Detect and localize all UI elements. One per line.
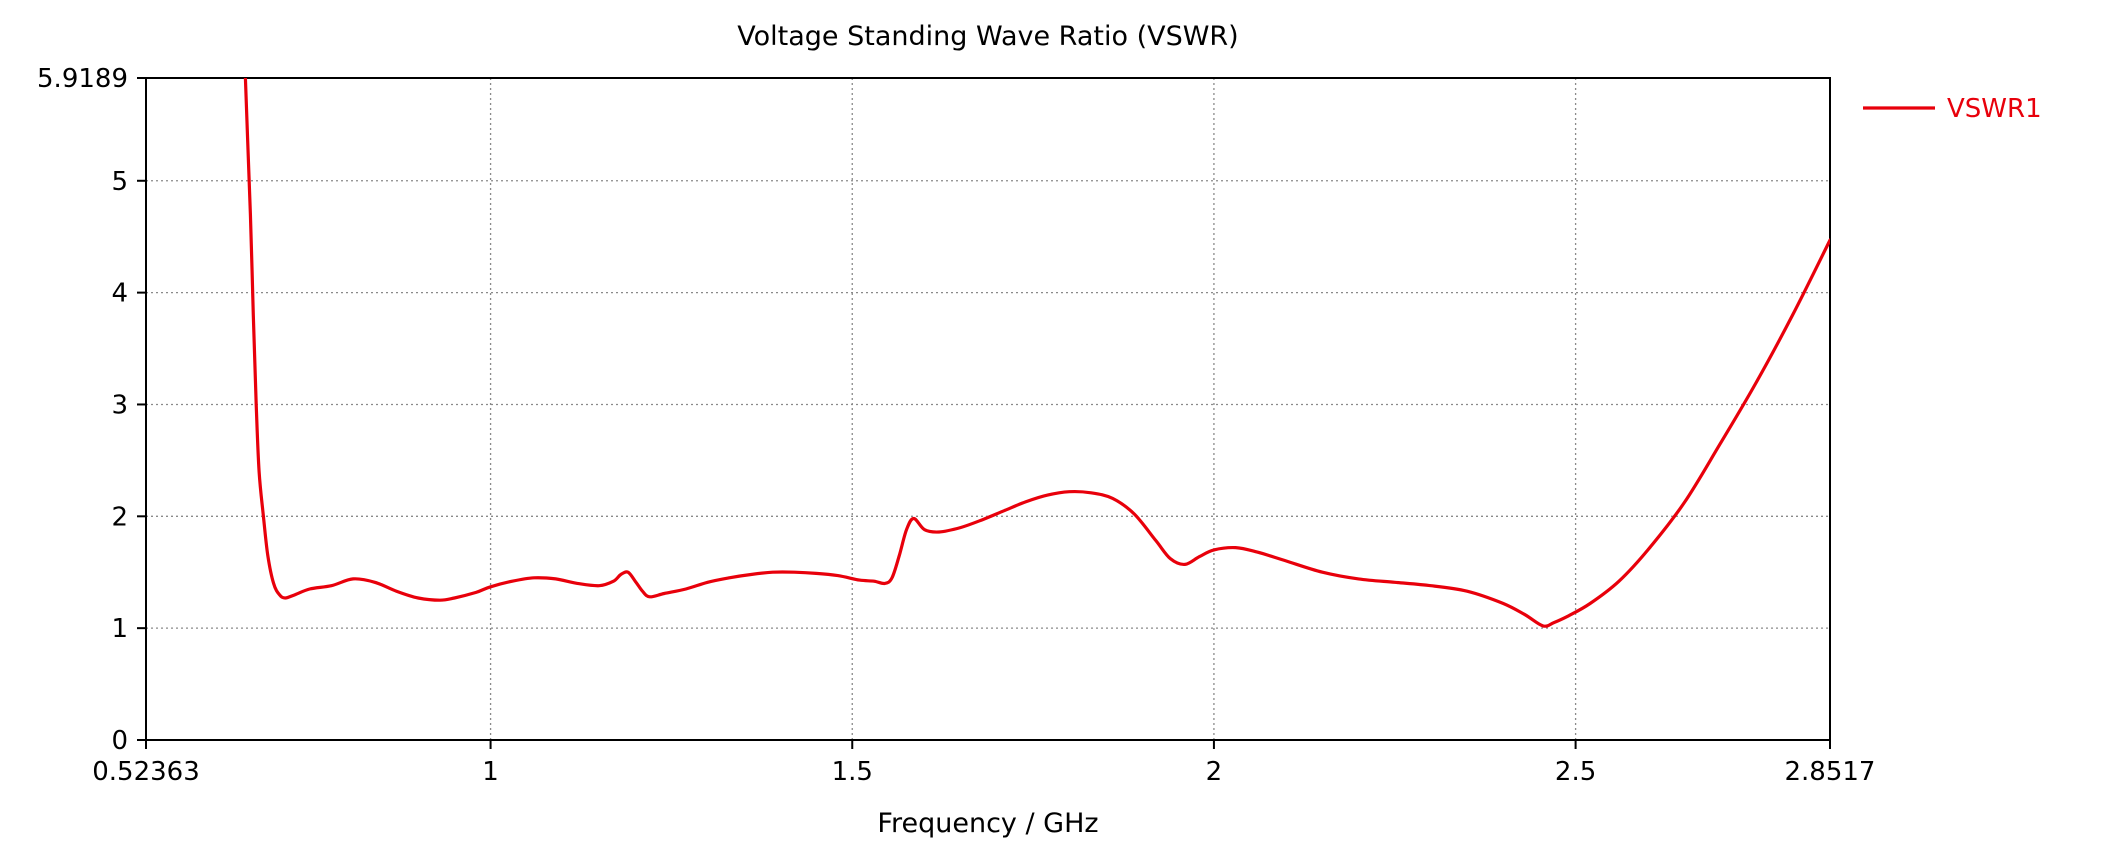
series-line-vswr1	[243, 78, 1830, 628]
x-tick-label: 1.5	[832, 757, 873, 787]
series-layer	[243, 78, 1830, 628]
x-tick-label: 2.5	[1555, 757, 1596, 787]
y-tick-label: 1	[111, 614, 128, 644]
x-tick-label: 2	[1206, 757, 1223, 787]
y-tick-label: 5	[111, 167, 128, 197]
y-tick-label: 2	[111, 502, 128, 532]
legend-label: VSWR1	[1947, 94, 2042, 124]
x-tick-label: 1	[482, 757, 499, 787]
chart-title: Voltage Standing Wave Ratio (VSWR)	[737, 21, 1238, 52]
plot-frame	[145, 77, 1831, 741]
y-tick-label: 0	[111, 726, 128, 756]
x-axis: 0.52363 1 1.5 2 2.5 2.8517	[92, 740, 1875, 787]
y-tick-label: 5.9189	[37, 64, 128, 94]
x-tick-label: 2.8517	[1785, 757, 1876, 787]
legend: VSWR1	[1863, 94, 2042, 124]
grid-lines	[146, 78, 1830, 740]
x-axis-title: Frequency / GHz	[877, 808, 1098, 839]
x-tick-label: 0.52363	[92, 757, 200, 787]
y-tick-label: 3	[111, 390, 128, 420]
y-tick-label: 4	[111, 279, 128, 309]
y-axis: 0 1 2 3 4 5 5.9189	[37, 64, 146, 756]
